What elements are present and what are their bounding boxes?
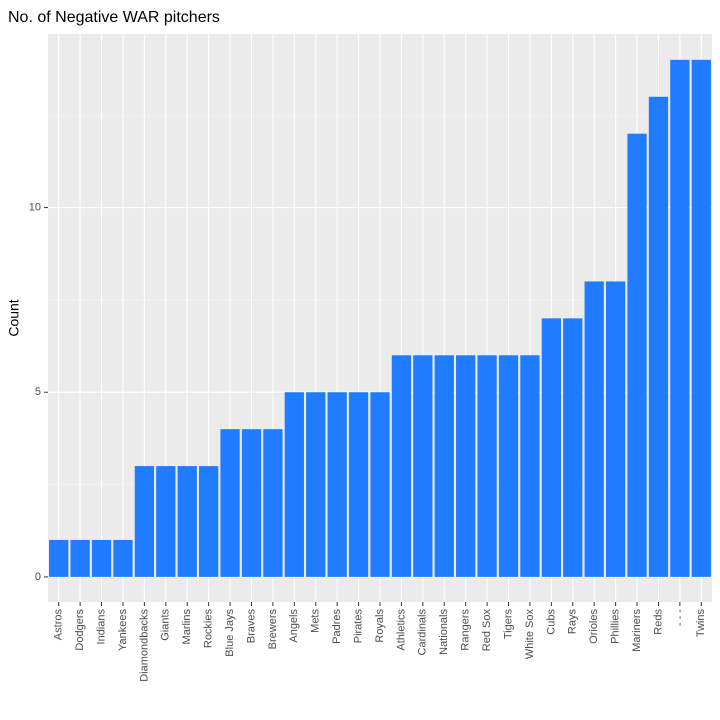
bar	[156, 466, 176, 577]
x-tick-label: Cardinals	[417, 609, 429, 656]
bar	[263, 429, 283, 577]
bar	[648, 96, 669, 577]
bar	[563, 318, 583, 577]
x-tick-label: Marlins	[181, 609, 193, 645]
bar	[199, 466, 219, 577]
bar	[605, 281, 626, 577]
bar	[413, 355, 433, 577]
x-tick-label: Twins	[695, 609, 707, 638]
y-axis-label: Count	[6, 299, 22, 336]
y-tick-label: 0	[35, 571, 41, 583]
bar	[70, 539, 90, 577]
bar	[391, 355, 412, 577]
bar	[327, 392, 347, 577]
x-tick-label: Tigers	[502, 609, 514, 640]
bar	[541, 318, 561, 577]
y-tick-label: 5	[35, 386, 41, 398]
y-tick-label: 10	[29, 201, 41, 213]
bar	[113, 539, 133, 577]
bar	[284, 392, 304, 577]
bar	[91, 539, 112, 577]
bar	[49, 539, 69, 577]
x-tick-label: Rangers	[460, 609, 472, 651]
bar	[456, 355, 476, 577]
bar	[584, 281, 604, 577]
bar	[306, 392, 326, 577]
bar	[691, 59, 711, 577]
x-tick-label: Yankees	[117, 609, 129, 651]
x-tick-label: Dodgers	[74, 609, 86, 651]
x-tick-label: Cubs	[545, 609, 557, 635]
chart-title: No. of Negative WAR pitchers	[8, 9, 220, 26]
x-tick-label: Mets	[310, 609, 322, 633]
x-tick-label: Athletics	[395, 609, 407, 651]
x-tick-label: Braves	[245, 609, 257, 644]
bar	[220, 429, 240, 577]
x-tick-label: Red Sox	[481, 609, 493, 652]
x-tick-label: Padres	[331, 609, 343, 644]
x-tick-label: Phillies	[610, 609, 622, 644]
bar	[241, 429, 262, 577]
x-tick-label: Royals	[374, 609, 386, 643]
bar	[627, 133, 647, 577]
x-tick-label: Orioles	[588, 609, 600, 644]
x-tick-label: Diamondbacks	[138, 609, 150, 682]
x-tick-label: Rockies	[203, 609, 215, 649]
x-tick-label: Angels	[288, 609, 300, 643]
bar	[520, 355, 540, 577]
x-tick-label: White Sox	[524, 609, 536, 660]
x-tick-label: Giants	[160, 609, 172, 641]
bar	[177, 466, 197, 577]
x-tick-label: Pirates	[352, 609, 364, 644]
x-tick-label: - - -	[674, 609, 686, 626]
x-tick-label: Rays	[567, 609, 579, 635]
bar	[348, 392, 369, 577]
x-tick-label: Blue Jays	[224, 609, 236, 657]
bar	[434, 355, 454, 577]
x-tick-label: Reds	[652, 609, 664, 635]
bar	[370, 392, 390, 577]
bar	[134, 466, 155, 577]
x-tick-label: Indians	[95, 609, 107, 645]
bar	[498, 355, 519, 577]
x-tick-label: Nationals	[438, 609, 450, 655]
x-tick-label: Brewers	[267, 609, 279, 650]
bar	[670, 59, 690, 577]
x-tick-label: Mariners	[631, 609, 643, 652]
x-tick-label: Astros	[53, 609, 65, 641]
bar	[477, 355, 497, 577]
